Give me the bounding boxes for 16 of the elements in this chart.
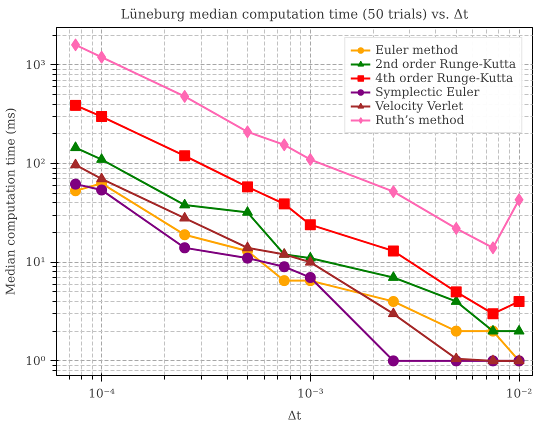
legend-label: Euler method <box>375 43 458 57</box>
x-tick-label: 10⁻⁴ <box>88 386 115 400</box>
x-axis-title: Δt <box>288 408 302 422</box>
legend-label: 4th order Runge-Kutta <box>375 71 514 85</box>
legend-label: Symplectic Euler <box>375 85 480 99</box>
x-tick-label: 10⁻³ <box>297 386 324 400</box>
y-axis-title: Median computation time (ms) <box>3 108 18 296</box>
chart-title: Lüneburg median computation time (50 trials) vs. Δt <box>120 8 470 22</box>
y-tick-label: 10³ <box>25 58 46 72</box>
y-tick-label: 10⁰ <box>25 354 46 368</box>
legend-label: 2nd order Runge-Kutta <box>375 57 516 71</box>
legend-label: Ruth’s method <box>375 113 464 127</box>
x-tick-label: 10⁻² <box>506 386 532 400</box>
legend-label: Velocity Verlet <box>375 99 464 113</box>
y-tick-label: 10² <box>25 156 46 171</box>
y-tick-label: 10¹ <box>25 255 46 270</box>
